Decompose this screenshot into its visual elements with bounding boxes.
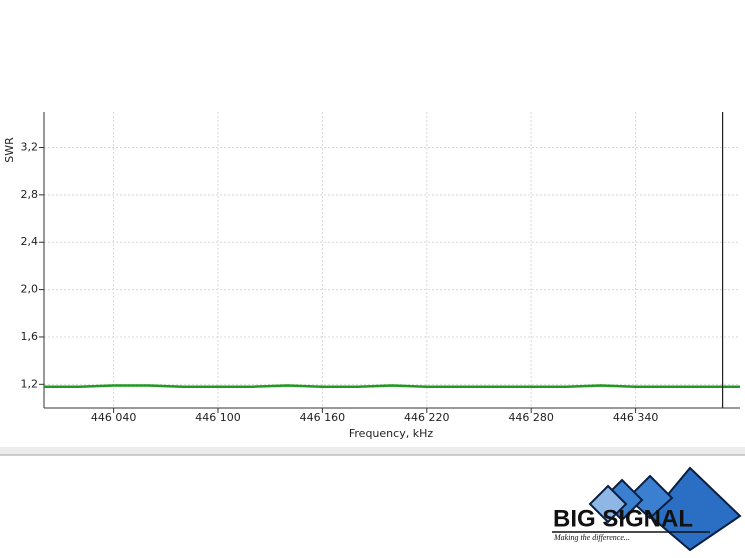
y-tick-label: 2,0 xyxy=(21,283,39,296)
panel-divider xyxy=(0,447,745,455)
y-tick-label: 1,6 xyxy=(21,330,39,343)
x-tick-label: 446 160 xyxy=(300,411,346,424)
y-tick-label: 2,8 xyxy=(21,188,39,201)
x-tick-label: 446 340 xyxy=(613,411,659,424)
x-tick-label: 446 100 xyxy=(195,411,241,424)
logo-name: BIG SIGNAL xyxy=(553,505,693,532)
y-tick-label: 1,2 xyxy=(21,377,39,390)
logo: BIG SIGNAL Making the difference... xyxy=(552,466,742,552)
y-axis-label: SWR xyxy=(3,137,16,163)
logo-tagline: Making the difference... xyxy=(553,533,630,542)
y-tick-label: 3,2 xyxy=(21,141,39,154)
x-tick-label: 446 220 xyxy=(404,411,450,424)
series-line xyxy=(44,384,740,388)
x-tick-label: 446 280 xyxy=(508,411,554,424)
x-axis-label: Frequency, kHz xyxy=(349,427,433,440)
x-tick-label: 446 040 xyxy=(91,411,137,424)
y-tick-label: 2,4 xyxy=(21,235,39,248)
